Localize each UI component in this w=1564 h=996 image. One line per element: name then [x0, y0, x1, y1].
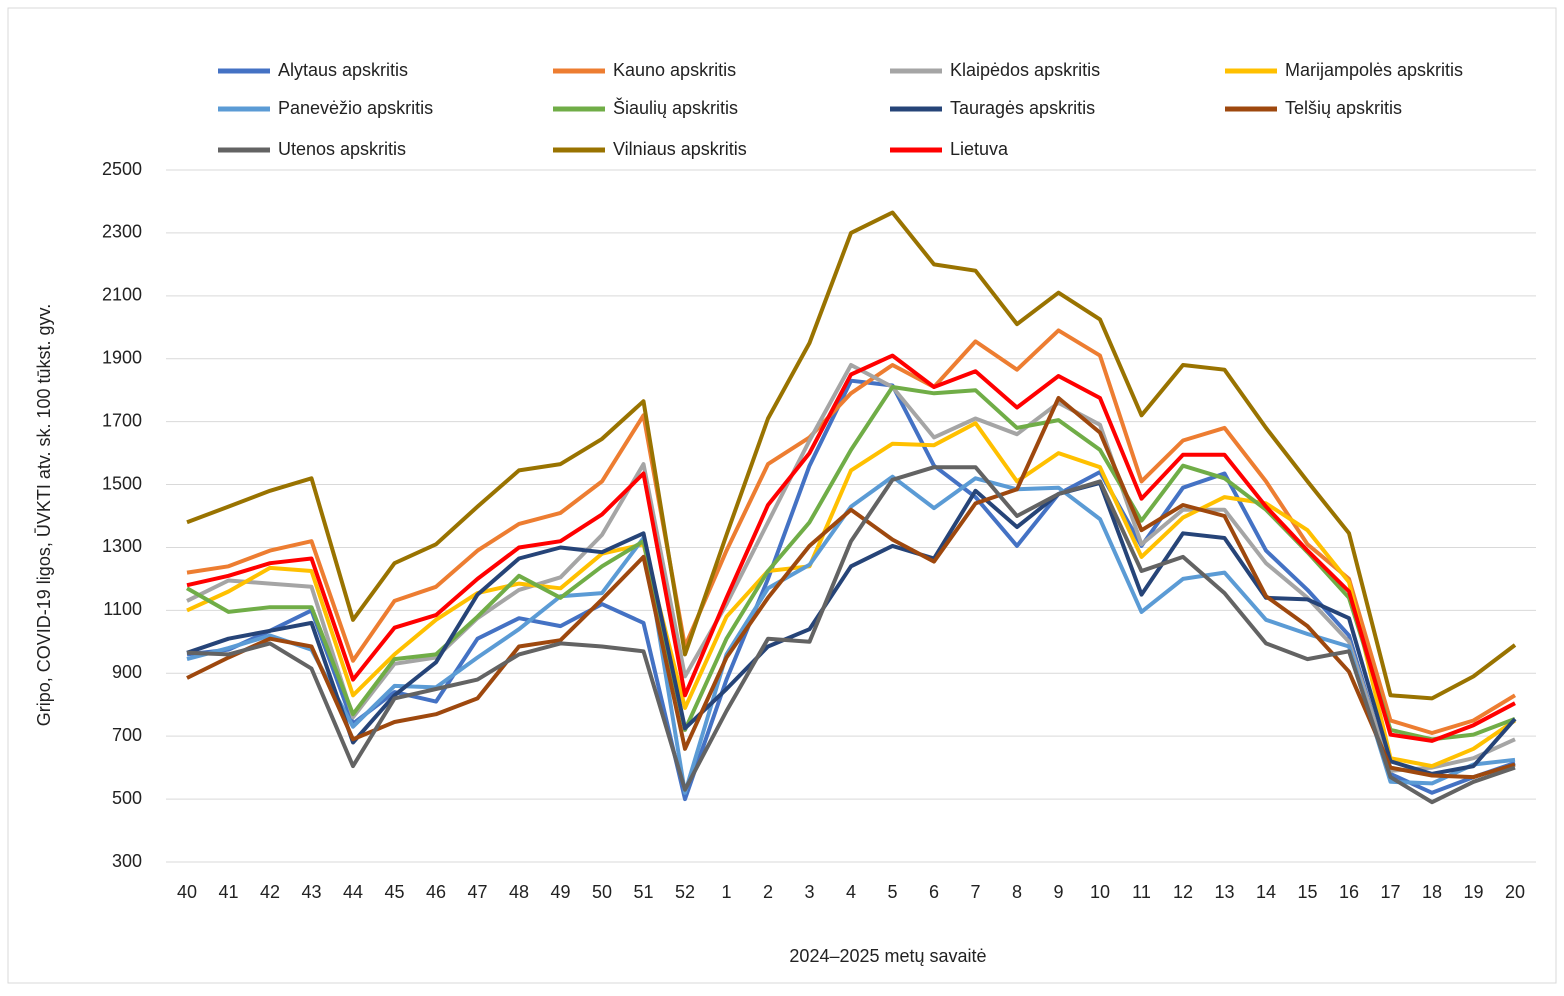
- series-line: [186, 210, 1517, 701]
- y-tick-label: 1500: [102, 473, 142, 493]
- x-tick-label: 43: [301, 882, 321, 902]
- legend-label: Vilniaus apskritis: [613, 139, 747, 159]
- x-tick-label: 40: [177, 882, 197, 902]
- x-tick-label: 15: [1297, 882, 1317, 902]
- legend-label: Marijampolės apskritis: [1285, 60, 1463, 80]
- x-tick-label: 46: [426, 882, 446, 902]
- x-tick-label: 16: [1339, 882, 1359, 902]
- x-tick-label: 49: [550, 882, 570, 902]
- legend-label: Utenos apskritis: [278, 139, 406, 159]
- x-tick-label: 10: [1090, 882, 1110, 902]
- x-tick-label: 8: [1012, 882, 1022, 902]
- x-tick-label: 20: [1505, 882, 1525, 902]
- legend-label: Telšių apskritis: [1285, 98, 1402, 118]
- x-tick-label: 47: [467, 882, 487, 902]
- y-tick-label: 900: [112, 662, 142, 682]
- x-tick-label: 44: [343, 882, 363, 902]
- legend-label: Kauno apskritis: [613, 60, 736, 80]
- x-tick-label: 52: [675, 882, 695, 902]
- x-tick-label: 48: [509, 882, 529, 902]
- legend-label: Šiaulių apskritis: [613, 97, 738, 118]
- x-axis-title: 2024–2025 metų savaitė: [789, 946, 986, 966]
- y-tick-label: 300: [112, 851, 142, 871]
- x-tick-label: 14: [1256, 882, 1276, 902]
- x-tick-label: 12: [1173, 882, 1193, 902]
- x-tick-label: 18: [1422, 882, 1442, 902]
- x-tick-label: 42: [260, 882, 280, 902]
- y-axis-title: Gripo, COVID-19 ligos, ŪVKTI atv. sk. 10…: [34, 304, 54, 726]
- series-line: [186, 421, 1517, 769]
- y-tick-label: 1300: [102, 536, 142, 556]
- x-tick-label: 19: [1463, 882, 1483, 902]
- x-tick-label: 51: [633, 882, 653, 902]
- y-tick-label: 1700: [102, 410, 142, 430]
- y-tick-label: 2100: [102, 285, 142, 305]
- x-tick-label: 13: [1214, 882, 1234, 902]
- x-tick-label: 9: [1053, 882, 1063, 902]
- x-tick-label: 17: [1380, 882, 1400, 902]
- x-tick-label: 6: [929, 882, 939, 902]
- y-tick-label: 700: [112, 725, 142, 745]
- x-tick-label: 41: [218, 882, 238, 902]
- y-tick-label: 1900: [102, 347, 142, 367]
- series-line: [186, 481, 1517, 776]
- x-tick-label: 2: [763, 882, 773, 902]
- y-tick-label: 1100: [103, 599, 142, 619]
- x-tick-label: 4: [846, 882, 856, 902]
- series-line: [186, 353, 1516, 743]
- legend-label: Alytaus apskritis: [278, 60, 408, 80]
- legend-label: Tauragės apskritis: [950, 98, 1095, 118]
- y-tick-label: 2500: [102, 159, 142, 179]
- x-tick-label: 7: [970, 882, 980, 902]
- y-tick-label: 500: [112, 788, 142, 808]
- x-tick-label: 3: [804, 882, 814, 902]
- x-tick-label: 1: [721, 882, 731, 902]
- series-line: [186, 465, 1516, 805]
- legend-label: Panevėžio apskritis: [278, 98, 433, 118]
- x-tick-label: 11: [1132, 882, 1151, 902]
- legend-label: Klaipėdos apskritis: [950, 60, 1100, 80]
- y-tick-label: 2300: [102, 222, 142, 242]
- series-line: [186, 396, 1516, 780]
- series-line: [186, 363, 1516, 773]
- x-tick-label: 5: [887, 882, 897, 902]
- legend-label: Lietuva: [950, 139, 1009, 159]
- x-tick-label: 50: [592, 882, 612, 902]
- x-tick-label: 45: [384, 882, 404, 902]
